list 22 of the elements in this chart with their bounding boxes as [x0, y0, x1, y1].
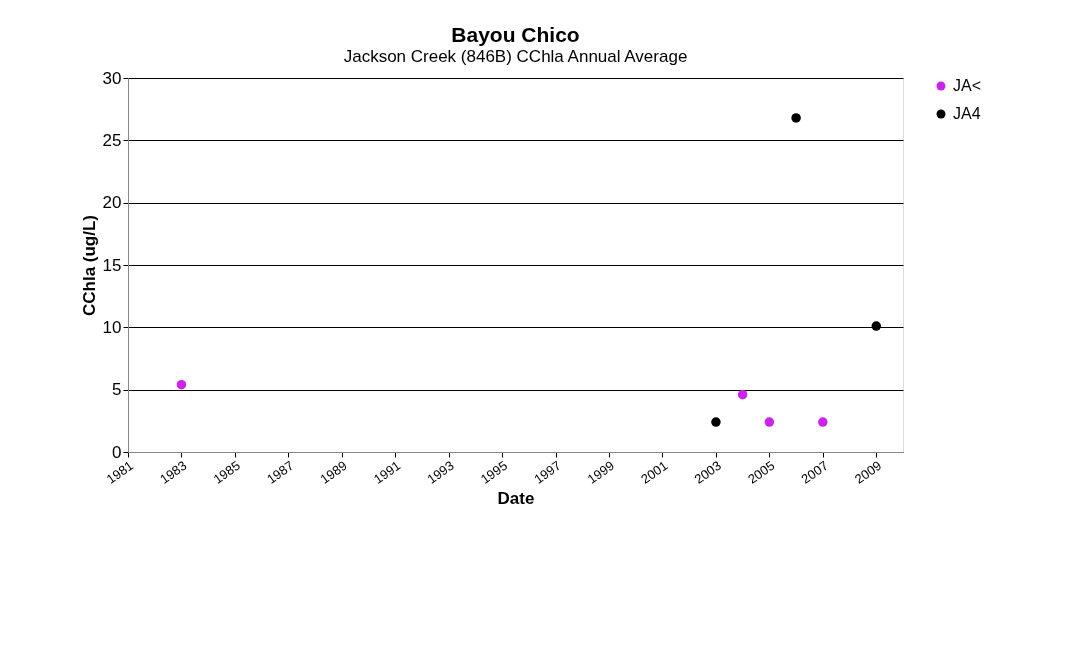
y-tick-label: 15 [102, 255, 122, 275]
point [791, 113, 801, 123]
x-tick-label: 2009 [851, 457, 885, 487]
x-tick-label: 1991 [370, 457, 404, 487]
y-tick-label: 25 [102, 130, 122, 150]
y-tick-label: 30 [102, 68, 122, 88]
x-axis-title: Date [497, 488, 535, 508]
point [871, 321, 882, 331]
y-tick-label: 10 [102, 317, 122, 337]
legend-label: JA4 [953, 105, 981, 122]
point [818, 417, 828, 427]
point [737, 389, 748, 400]
y-axis-title: CChla (ug/L) [79, 214, 99, 317]
y-tick-label: 20 [102, 193, 122, 213]
point [711, 417, 721, 427]
y-tick-label: 5 [112, 380, 122, 400]
point [764, 417, 775, 427]
point [176, 379, 187, 390]
x-tick-label: 2001 [638, 457, 671, 487]
chart-subtitle: Jackson Creek (846B) CChla Annual Average [343, 47, 688, 66]
legend-label: JA< [953, 77, 982, 94]
chart-title: Bayou Chico [451, 23, 580, 46]
